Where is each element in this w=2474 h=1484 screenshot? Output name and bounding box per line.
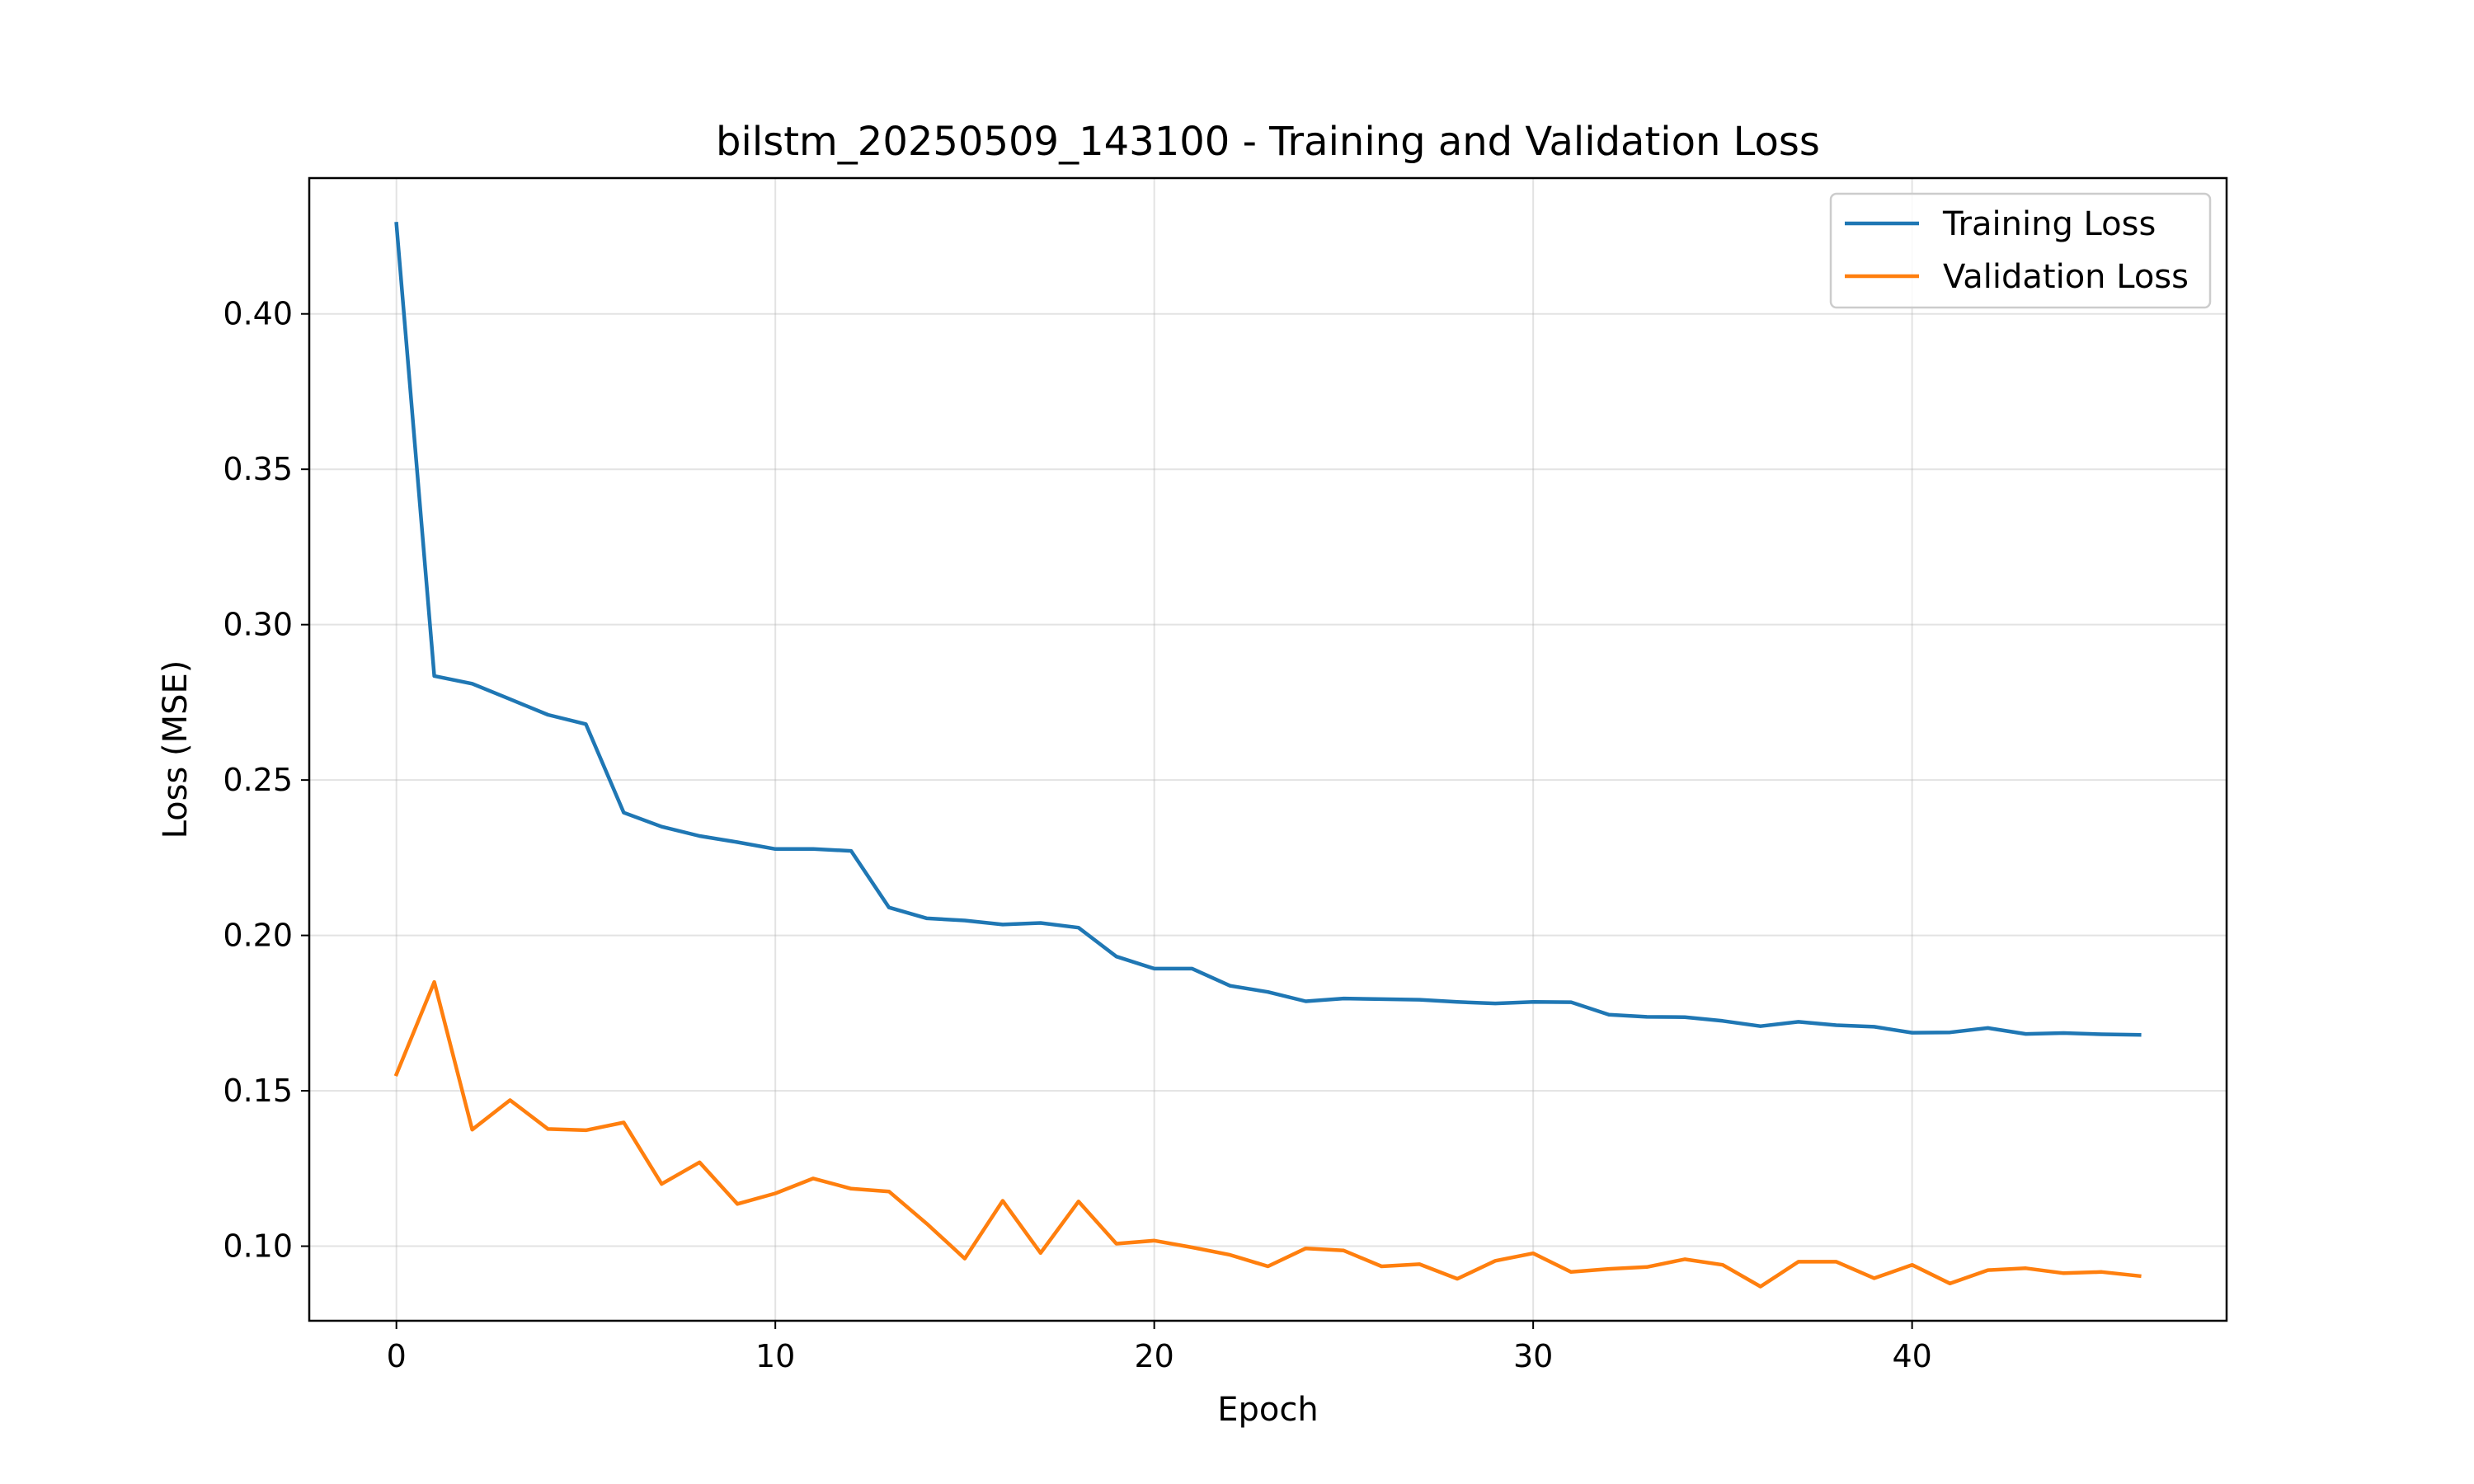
legend-label-validation: Validation Loss — [1943, 258, 2189, 296]
y-axis-label: Loss (MSE) — [157, 660, 195, 839]
plot-lines — [393, 221, 2142, 1289]
x-tick-label: 40 — [1892, 1338, 1931, 1374]
x-tick-label: 10 — [755, 1338, 795, 1374]
y-tick-label: 0.40 — [223, 296, 293, 332]
grid — [309, 178, 2227, 1321]
x-axis-label: Epoch — [1217, 1391, 1318, 1429]
x-tick-label: 0 — [387, 1338, 407, 1374]
y-tick-label: 0.15 — [223, 1073, 293, 1109]
x-tick-label: 30 — [1513, 1338, 1553, 1374]
legend-label-training: Training Loss — [1942, 205, 2156, 243]
training-loss-line — [394, 221, 2142, 1037]
chart-title: bilstm_20250509_143100 - Training and Va… — [716, 119, 1820, 165]
axis-ticks: 0 10 20 30 40 0.10 0.15 0.20 0.25 0.30 0.35 0.40 — [223, 296, 1931, 1374]
legend-box — [1829, 192, 2212, 309]
y-tick-label: 0.20 — [223, 918, 293, 954]
legend: Training Loss Validation Loss — [1829, 192, 2212, 309]
y-tick-label: 0.30 — [223, 607, 293, 643]
x-tick-label: 20 — [1134, 1338, 1174, 1374]
y-tick-label: 0.25 — [223, 762, 293, 798]
y-tick-label: 0.10 — [223, 1228, 293, 1265]
plot-frame — [308, 176, 2228, 1322]
validation-loss-line — [393, 979, 2142, 1289]
y-tick-label: 0.35 — [223, 451, 293, 487]
